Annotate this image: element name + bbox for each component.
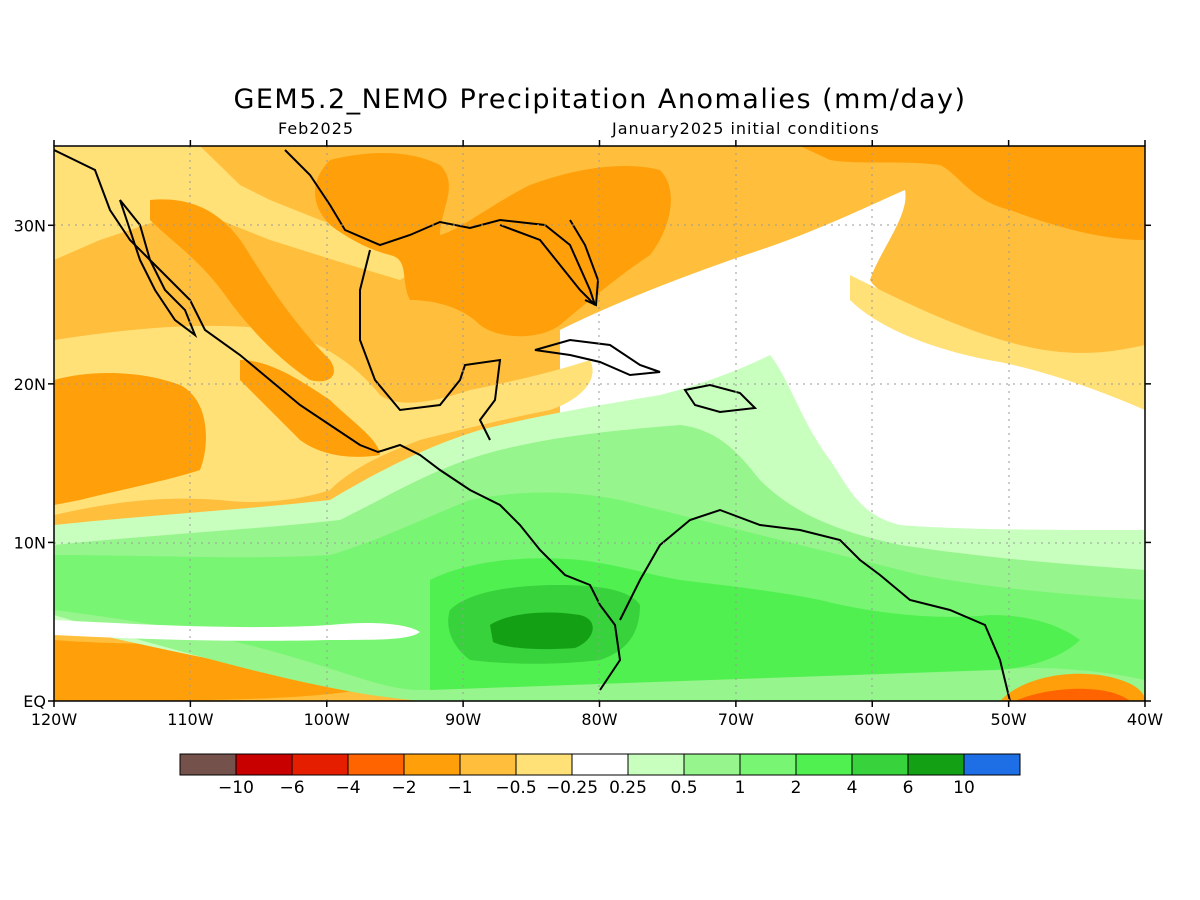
colorbar-swatch [515,753,573,776]
colorbar-label: −6 [279,778,304,798]
lon-tick-label: 70W [718,710,754,729]
lon-tick-label: 50W [991,710,1027,729]
field-orange-ne [800,146,1145,240]
colorbar-swatch [627,753,685,776]
colorbar-swatch [851,753,909,776]
coastlines [54,149,1011,701]
lat-tick-label: 10N [14,533,46,552]
lon-tick-label: 120W [31,710,78,729]
colorbar-label: −0.25 [546,778,598,798]
colorbar-label: 4 [847,778,858,798]
lon-tick-label: 110W [167,710,214,729]
colorbar-swatch [235,753,293,776]
field-orange-gulf [315,153,671,337]
lon-tick-label: 80W [581,710,617,729]
colorbar-swatch [683,753,741,776]
colorbar-swatch [795,753,853,776]
lon-tick-label: 60W [854,710,890,729]
lat-tick-label: 20N [14,375,46,394]
colorbar-label: 10 [953,778,975,798]
colorbar-swatch [907,753,965,776]
field-itcz-white [54,620,420,641]
baja-coastline [119,199,198,338]
colorbar-swatch [347,753,405,776]
cuba-coastline [534,338,661,377]
colorbar-label: −4 [335,778,360,798]
colorbar-label: −10 [218,778,254,798]
field-pale-1 [850,275,1145,410]
colorbar-label: −1 [447,778,472,798]
mexico-gulf-coast [359,249,502,441]
colorbar-label: −2 [391,778,416,798]
gulf-coastline [284,149,596,306]
lat-tick-label: EQ [23,692,46,711]
lat-tick-label: 30N [14,216,46,235]
pacific-coastline [54,149,622,691]
colorbar-swatch [739,753,797,776]
field-orange-baja [150,199,334,382]
field-green-darkest [490,612,593,650]
colorbar: −10 −6 −4 −2 −1 −0.5 −0.25 0.25 0.5 1 2 4 6 10 [179,753,1021,798]
colorbar-label: 1 [735,778,746,798]
colorbar-swatch [571,753,629,776]
field-redorange-se [1015,688,1130,701]
colorbar-swatch [459,753,517,776]
colorbar-swatch [403,753,461,776]
colorbar-label: 2 [791,778,802,798]
forecast-month: Feb2025 [278,119,355,138]
colorbar-swatch [291,753,349,776]
graticule [54,146,1145,701]
lon-tick-label: 100W [304,710,351,729]
hispaniola-coastline [683,383,758,414]
florida-coastline [569,219,600,307]
colorbar-label: −0.5 [495,778,536,798]
colorbar-swatch [179,753,237,776]
map-title: GEM5.2_NEMO Precipitation Anomalies (mm/… [233,84,967,115]
initial-conditions: January2025 initial conditions [612,119,880,138]
field-pale-2 [54,146,420,280]
anomaly-field [54,146,1145,701]
colorbar-label: 0.25 [609,778,647,798]
lon-tick-label: 90W [445,710,481,729]
colorbar-label: 0.5 [670,778,697,798]
lon-tick-label: 40W [1127,710,1163,729]
colorbar-label: 6 [903,778,914,798]
south-america-coastline [619,508,1011,701]
field-orange-pacific [54,373,206,505]
colorbar-swatch [963,753,1021,776]
